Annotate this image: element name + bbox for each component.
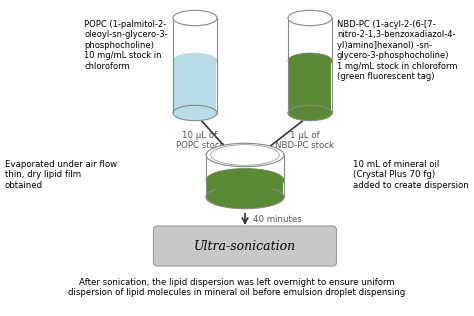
Ellipse shape (206, 143, 284, 167)
Text: After sonication, the lipid dispersion was left overnight to ensure uniform
disp: After sonication, the lipid dispersion w… (68, 278, 406, 297)
Bar (173, 61, 217, 113)
Text: Evaporated under air flow
thin, dry lipid film
obtained: Evaporated under air flow thin, dry lipi… (5, 160, 117, 190)
Bar (288, 18, 332, 113)
Ellipse shape (288, 105, 332, 121)
Bar (206, 155, 284, 197)
Bar (207, 180, 283, 197)
Text: 1 μL of
NBD-PC stock: 1 μL of NBD-PC stock (275, 131, 335, 150)
Text: 10 μL of
POPC stock: 10 μL of POPC stock (176, 131, 224, 150)
Text: 40 minutes: 40 minutes (253, 215, 302, 224)
Ellipse shape (173, 10, 217, 26)
Ellipse shape (288, 53, 332, 69)
Bar (289, 61, 331, 113)
Ellipse shape (206, 168, 284, 192)
Ellipse shape (206, 185, 284, 209)
Ellipse shape (288, 10, 332, 26)
Text: Ultra-sonication: Ultra-sonication (194, 240, 296, 252)
Text: POPC (1-palmitol-2-
oleoyl-sn-glycero-3-
phosphocholine)
10 mg/mL stock in
chlor: POPC (1-palmitol-2- oleoyl-sn-glycero-3-… (84, 20, 168, 70)
Ellipse shape (173, 105, 217, 121)
Ellipse shape (173, 53, 217, 69)
Text: 10 mL of mineral oil
(Crystal Plus 70 fg)
added to create dispersion: 10 mL of mineral oil (Crystal Plus 70 fg… (353, 160, 469, 190)
Text: NBD-PC (1-acyl-2-(6-[7-
nitro-2-1,3-benzoxadiazol-4-
yl)amino]hexanol) -sn-
glyc: NBD-PC (1-acyl-2-(6-[7- nitro-2-1,3-benz… (337, 20, 457, 81)
FancyBboxPatch shape (154, 226, 337, 266)
Bar (173, 18, 217, 113)
